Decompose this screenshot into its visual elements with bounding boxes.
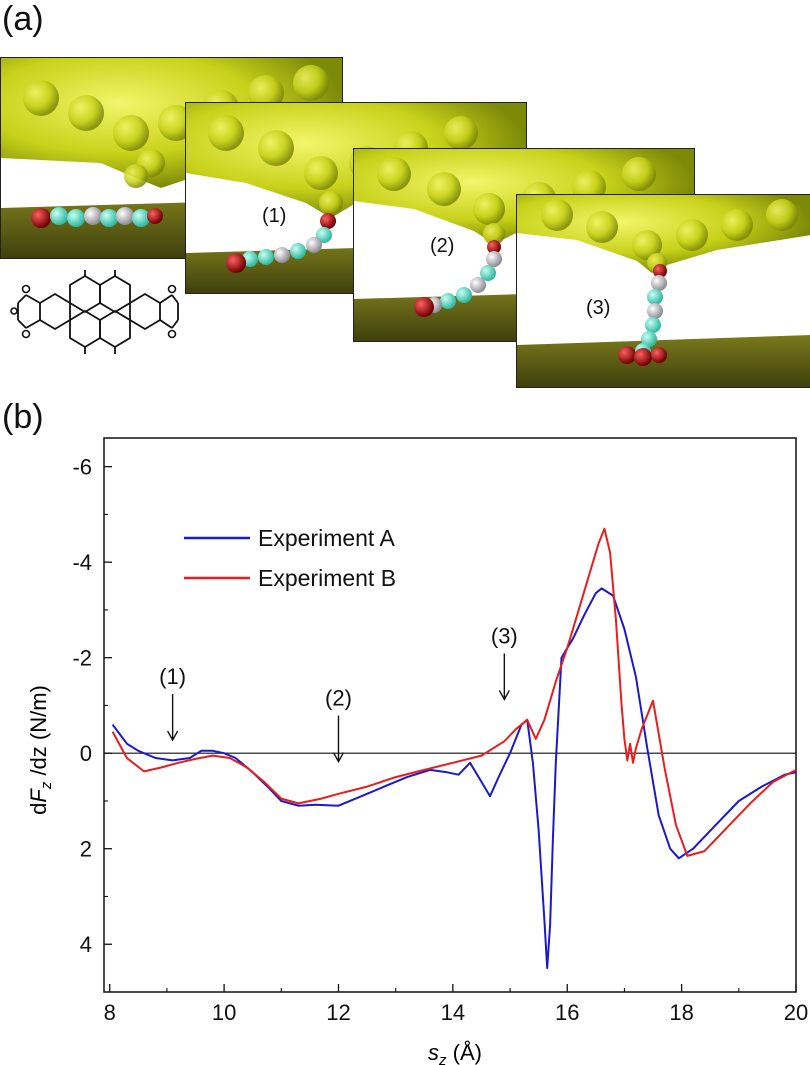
- x-axis-label: sz (Å): [428, 1040, 482, 1065]
- y-axis-label: dFz /dz (N/m): [26, 685, 55, 815]
- y-tick-label: 2: [80, 837, 92, 862]
- snapshot-image: [517, 195, 810, 387]
- chart-axes: 8 10 12 14 16 18 20 -6 -4 -2 0 2 4: [72, 437, 808, 1025]
- y-tick-label: -4: [72, 550, 92, 575]
- annotation-label: (1): [159, 664, 186, 689]
- annotation-arrowhead: [332, 752, 345, 763]
- annotation-arrowhead: [167, 730, 179, 742]
- panel-label-a: (a): [2, 0, 44, 38]
- snapshot-label-3: (3): [586, 297, 611, 319]
- x-tick-label: 10: [212, 1000, 236, 1025]
- y-tick-label: -6: [72, 455, 92, 480]
- chart-annotations: (1) (2) (3): [159, 623, 518, 763]
- force-gradient-chart: 8 10 12 14 16 18 20 -6 -4 -2 0 2 4 (1) (2) (3) Experim…: [26, 437, 808, 1065]
- series-line-experiment-b: [111, 527, 797, 857]
- x-tick-label: 20: [784, 1000, 808, 1025]
- series-line-experiment-a: [111, 587, 797, 970]
- legend-label: Experiment B: [258, 565, 396, 591]
- chart-series-group: [111, 527, 797, 970]
- plot-frame: [103, 437, 797, 993]
- snapshot-label-1: (1): [262, 205, 287, 227]
- x-tick-label: 16: [555, 1000, 579, 1025]
- annotation-arrowhead: [498, 690, 510, 701]
- x-tick-label: 14: [441, 1000, 465, 1025]
- legend-label: Experiment A: [258, 525, 395, 551]
- x-tick-label: 18: [669, 1000, 693, 1025]
- simulation-snapshot-3: [516, 194, 810, 388]
- y-tick-label: 0: [80, 741, 92, 766]
- y-tick-label: -2: [72, 646, 92, 671]
- chart-legend: Experiment A Experiment B: [184, 525, 396, 591]
- molecule-structure-diagram: [10, 270, 179, 354]
- panel-label-b: (b): [2, 398, 44, 436]
- annotation-label: (2): [325, 686, 352, 711]
- y-tick-label: 4: [80, 932, 92, 957]
- x-tick-label: 8: [104, 1000, 116, 1025]
- annotation-label: (3): [491, 623, 518, 648]
- snapshot-label-2: (2): [430, 235, 455, 257]
- x-tick-label: 12: [326, 1000, 350, 1025]
